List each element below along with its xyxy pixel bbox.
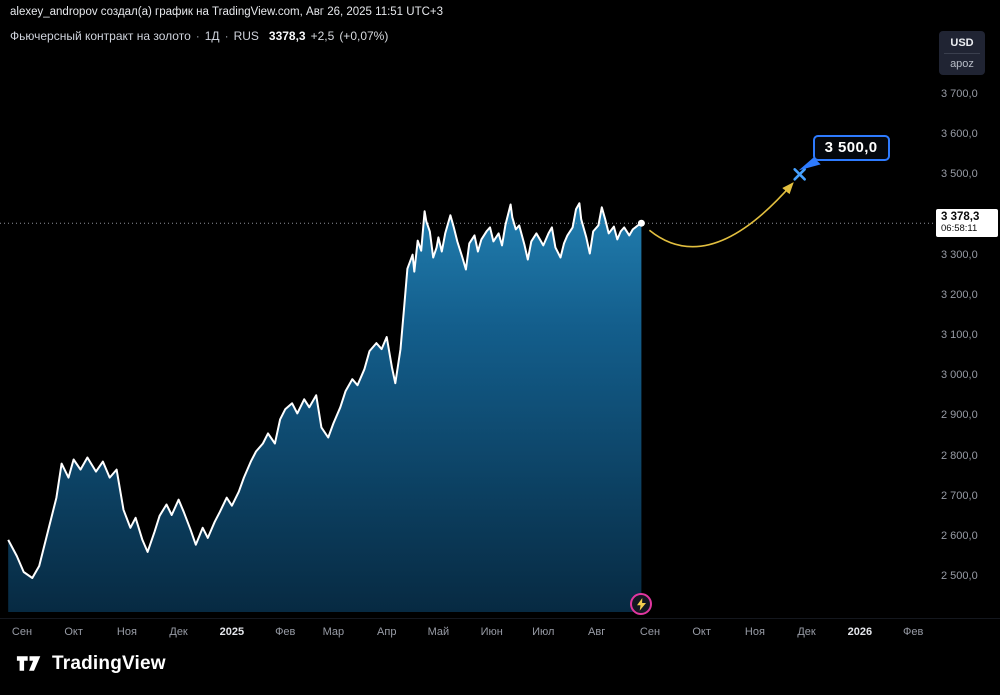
price-tick-label: 3 600,0: [941, 128, 978, 141]
price-tick-label: 3 100,0: [941, 329, 978, 342]
legend-separator: ·: [224, 29, 229, 43]
price-tick-label: 2 800,0: [941, 449, 978, 462]
price-tick-label: 2 500,0: [941, 570, 978, 583]
price-tick-label: 2 700,0: [941, 489, 978, 502]
legend-change-pct: (+0,07%): [339, 29, 389, 43]
unit-divider: [944, 53, 980, 54]
legend-last-price: 3378,3: [268, 29, 306, 43]
last-price-value: 3 378,3: [941, 211, 980, 224]
legend-separator: ·: [195, 29, 200, 43]
time-month-label: Фев: [275, 626, 296, 638]
price-target-callout[interactable]: 3 500,0: [812, 135, 890, 162]
time-month-label: Июл: [532, 626, 555, 638]
time-month-label: Ноя: [116, 626, 137, 638]
last-price-dot: [637, 219, 645, 227]
time-month-label: Май: [427, 626, 450, 638]
chart-legend[interactable]: Фьючерсный контракт на золото · 1Д · RUS…: [10, 29, 388, 43]
price-tick-label: 3 500,0: [941, 168, 978, 181]
last-price-label: 3 378,3 06:58:11: [936, 209, 998, 238]
time-month-label: Июн: [480, 626, 503, 638]
price-tick-label: 2 900,0: [941, 409, 978, 422]
price-chart[interactable]: [0, 0, 1000, 645]
time-month-label: Фев: [903, 626, 924, 638]
price-series-line: [7, 202, 642, 579]
time-year-label: 2025: [219, 626, 245, 638]
tradingview-logo-text: TradingView: [52, 652, 166, 674]
legend-change: +2,5: [310, 29, 335, 43]
price-tick-label: 3 300,0: [941, 248, 978, 261]
time-month-label: Ноя: [744, 626, 765, 638]
tradingview-logo[interactable]: TradingView: [16, 651, 166, 676]
time-year-label: 2026: [847, 626, 873, 638]
symbol-title[interactable]: Фьючерсный контракт на золото: [10, 29, 191, 43]
time-month-label: Окт: [692, 626, 711, 638]
time-month-label: Дек: [797, 626, 816, 638]
interval-label[interactable]: 1Д: [204, 29, 220, 43]
attribution-text: alexey_andropov создал(а) график на Trad…: [10, 6, 444, 18]
exchange-label[interactable]: RUS: [233, 29, 259, 43]
price-tick-label: 2 600,0: [941, 529, 978, 542]
time-month-label: Апр: [377, 626, 397, 638]
price-scale[interactable]: 3 700,03 600,03 500,03 400,03 300,03 200…: [935, 0, 1000, 645]
flash-badge[interactable]: [630, 593, 653, 615]
projection-arrow[interactable]: [648, 182, 794, 248]
target-cross-icon[interactable]: [793, 168, 806, 181]
price-tick-label: 3 200,0: [941, 288, 978, 301]
time-month-label: Авг: [588, 626, 606, 638]
time-month-label: Мар: [322, 626, 345, 638]
time-month-label: Сен: [11, 626, 33, 638]
time-month-label: Сен: [639, 626, 661, 638]
price-unit-selector[interactable]: USD apoz: [939, 31, 985, 75]
time-month-label: Дек: [169, 626, 188, 638]
currency-label[interactable]: USD: [950, 37, 974, 49]
price-tick-label: 3 000,0: [941, 369, 978, 382]
area-fill: [8, 203, 642, 613]
bar-countdown: 06:58:11: [941, 223, 978, 235]
time-scale[interactable]: Сен Окт Ноя Дек 2025 Фев Мар Апр Май Июн Июл Авг Сен…: [0, 618, 1000, 646]
price-tick-label: 3 700,0: [941, 88, 978, 100]
tradingview-logo-icon: [16, 656, 41, 671]
time-month-label: Окт: [64, 626, 83, 638]
unit-label[interactable]: apoz: [950, 58, 974, 70]
lightning-icon: [636, 597, 646, 611]
